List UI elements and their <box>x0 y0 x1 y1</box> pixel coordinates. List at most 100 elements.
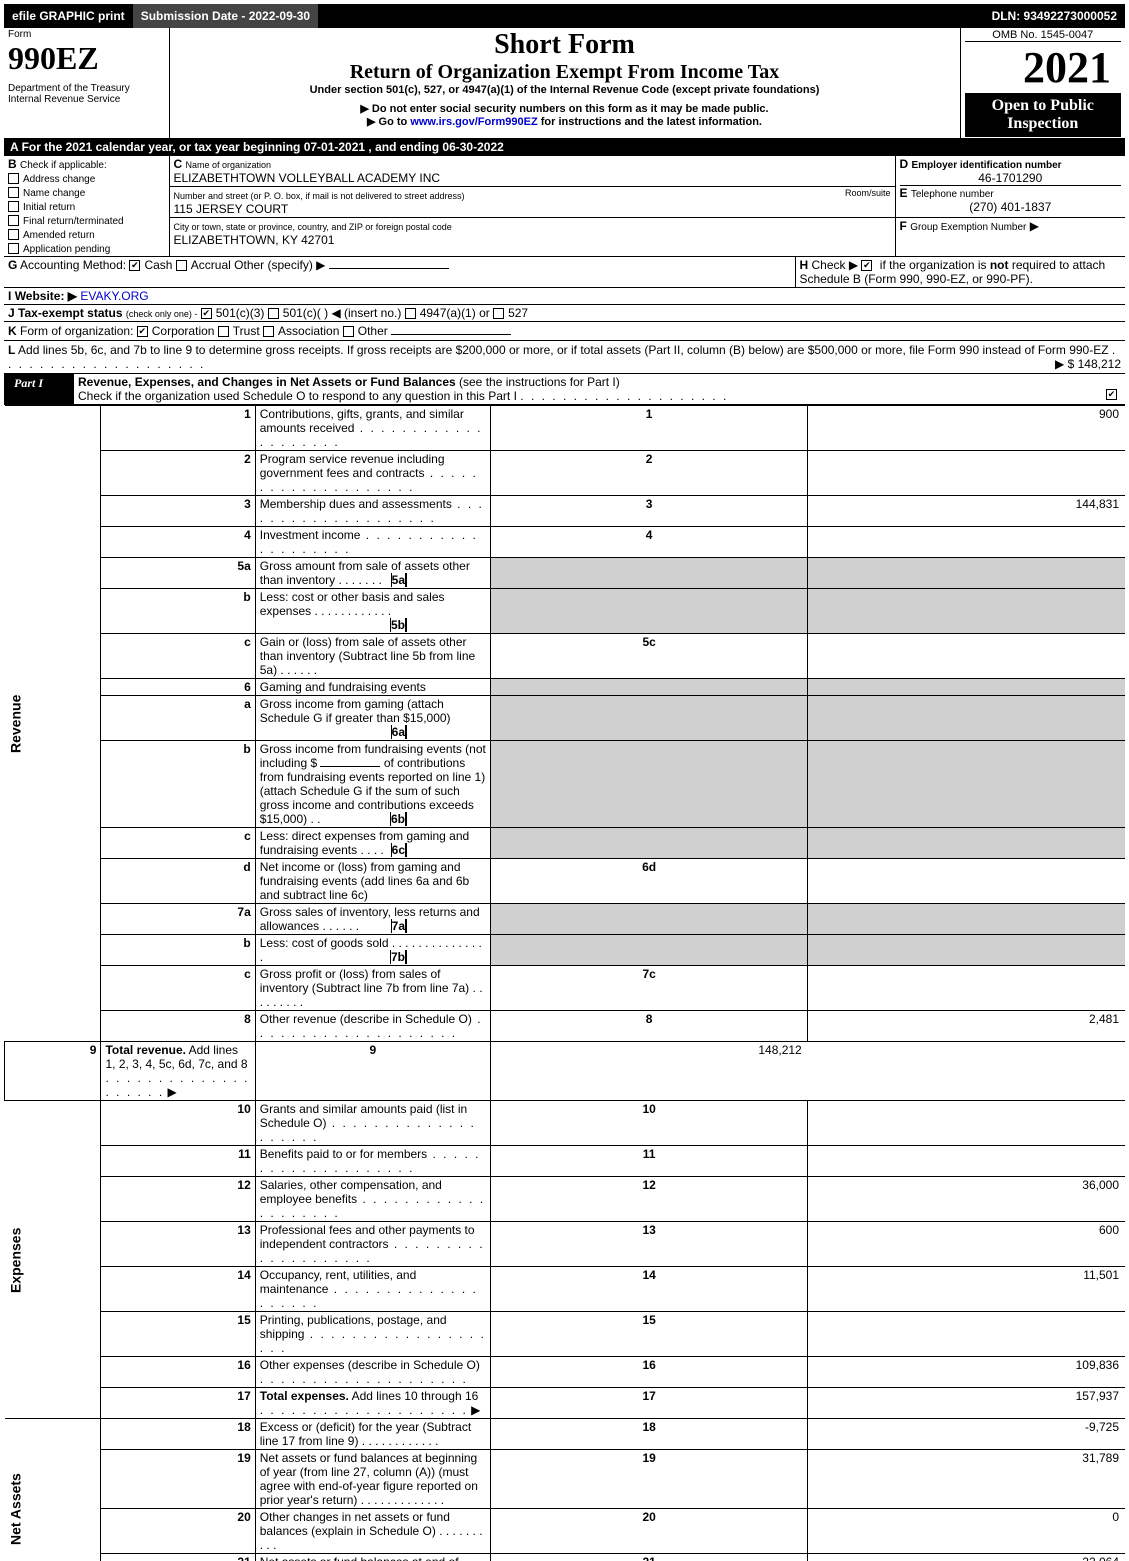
side-expenses: Expenses <box>5 1101 101 1419</box>
h-text2: if the organization is <box>880 258 990 272</box>
line-12-value: 36,000 <box>808 1177 1125 1222</box>
section-j-label: J <box>8 306 15 320</box>
line-6d-text: Net income or (loss) from gaming and fun… <box>255 859 490 904</box>
other-specify-line[interactable] <box>329 268 449 269</box>
open-public: Open to Public Inspection <box>965 93 1122 137</box>
line-5b-text: Less: cost or other basis and sales expe… <box>260 590 445 618</box>
chk-initial-return[interactable] <box>8 201 19 212</box>
l-arrow: ▶ $ <box>1055 357 1074 371</box>
line-4-text: Investment income <box>260 528 361 542</box>
opt-amended-return: Amended return <box>23 230 95 241</box>
tax-exempt-heading: Tax-exempt status <box>18 306 122 320</box>
lines-table: Revenue 1 Contributions, gifts, grants, … <box>4 405 1125 1561</box>
line-10-value <box>808 1101 1125 1146</box>
section-b-label: B <box>8 157 17 171</box>
chk-other-org[interactable] <box>343 326 354 337</box>
line-5c-text: Gain or (loss) from sale of assets other… <box>260 635 475 677</box>
opt-association: Association <box>278 324 339 338</box>
dln-label: DLN: 93492273000052 <box>984 4 1125 28</box>
line-21-text: Net assets or fund balances at end of ye… <box>260 1555 459 1561</box>
chk-schedule-b[interactable] <box>861 260 872 271</box>
line-3-value: 144,831 <box>808 496 1125 527</box>
ein-heading: Employer identification number <box>912 160 1062 171</box>
line-11-text: Benefits paid to or for members <box>260 1147 427 1161</box>
check-only-one: (check only one) - <box>126 309 198 319</box>
line-17-text: Total expenses. <box>260 1389 349 1403</box>
line-14-value: 11,501 <box>808 1267 1125 1312</box>
part1-checkline: Check if the organization used Schedule … <box>78 389 517 403</box>
chk-final-return[interactable] <box>8 215 19 226</box>
line-6b-blank[interactable] <box>320 766 380 767</box>
chk-accrual[interactable] <box>176 260 187 271</box>
top-bar: efile GRAPHIC print Submission Date - 20… <box>4 4 1125 28</box>
section-b-heading: Check if applicable: <box>20 160 107 171</box>
tax-year: 2021 <box>965 42 1122 93</box>
opt-cash: Cash <box>144 258 172 272</box>
chk-amended-return[interactable] <box>8 229 19 240</box>
chk-application-pending[interactable] <box>8 243 19 254</box>
accounting-heading: Accounting Method: <box>20 258 126 272</box>
section-l-label: L <box>8 343 15 357</box>
chk-trust[interactable] <box>218 326 229 337</box>
opt-accrual: Accrual <box>191 258 231 272</box>
form-header: Form 990EZ Department of the Treasury In… <box>4 28 1125 138</box>
goto-line: ▶ Go to www.irs.gov/Form990EZ for instru… <box>174 115 956 128</box>
other-org-line[interactable] <box>391 334 511 335</box>
line-9-text: Total revenue. <box>105 1043 185 1057</box>
line-3-text: Membership dues and assessments <box>260 497 452 511</box>
line-16-text: Other expenses (describe in Schedule O) <box>260 1358 480 1372</box>
line-18-text: Excess or (deficit) for the year (Subtra… <box>260 1420 471 1448</box>
line-21-value: 22,064 <box>808 1554 1125 1561</box>
ssn-warning: ▶ Do not enter social security numbers o… <box>174 102 956 115</box>
line-19-value: 31,789 <box>808 1450 1125 1509</box>
website-heading: Website: ▶ <box>15 289 77 303</box>
opt-final-return: Final return/terminated <box>23 216 124 227</box>
ein-value: 46-1701290 <box>900 171 1122 185</box>
opt-application-pending: Application pending <box>23 244 110 255</box>
line-9-value: 148,212 <box>491 1042 808 1101</box>
section-f-label: F <box>900 219 907 233</box>
chk-501c[interactable] <box>268 308 279 319</box>
line-16-value: 109,836 <box>808 1357 1125 1388</box>
goto-pre: ▶ Go to <box>367 116 410 128</box>
short-form-title: Short Form <box>174 29 956 61</box>
opt-4947: 4947(a)(1) or <box>420 306 490 320</box>
website-link[interactable]: EVAKY.ORG <box>80 289 148 303</box>
irs-link[interactable]: www.irs.gov/Form990EZ <box>410 116 537 128</box>
chk-501c3[interactable] <box>201 308 212 319</box>
section-k-row: K Form of organization: Corporation Trus… <box>4 322 1125 341</box>
chk-address-change[interactable] <box>8 173 19 184</box>
dept-label: Department of the Treasury <box>8 83 165 94</box>
opt-other-org: Other <box>358 324 388 338</box>
opt-501c3: 501(c)(3) <box>216 306 265 320</box>
section-c-label: C <box>174 157 183 171</box>
section-k-label: K <box>8 324 17 338</box>
goto-post: for instructions and the latest informat… <box>538 116 762 128</box>
org-info-block: B Check if applicable: Address change Na… <box>4 156 1125 257</box>
form-org-heading: Form of organization: <box>20 324 133 338</box>
street-address: 115 JERSEY COURT <box>174 202 289 216</box>
chk-schedule-o[interactable] <box>1106 389 1117 400</box>
chk-527[interactable] <box>493 308 504 319</box>
line-4-value <box>808 527 1125 558</box>
line-20-value: 0 <box>808 1509 1125 1554</box>
chk-corporation[interactable] <box>137 326 148 337</box>
side-netassets: Net Assets <box>5 1419 101 1561</box>
opt-trust: Trust <box>233 324 260 338</box>
phone-value: (270) 401-1837 <box>900 200 1122 214</box>
gh-block: G Accounting Method: Cash Accrual Other … <box>4 257 1125 322</box>
form-number: 990EZ <box>8 40 165 77</box>
opt-other-specify: Other (specify) ▶ <box>234 258 325 272</box>
line-2-text: Program service revenue including govern… <box>260 452 445 480</box>
phone-heading: Telephone number <box>911 189 994 200</box>
chk-name-change[interactable] <box>8 187 19 198</box>
opt-address-change: Address change <box>23 174 95 185</box>
efile-label[interactable]: efile GRAPHIC print <box>4 4 133 28</box>
org-name: ELIZABETHTOWN VOLLEYBALL ACADEMY INC <box>174 171 441 185</box>
chk-cash[interactable] <box>129 260 140 271</box>
chk-4947[interactable] <box>405 308 416 319</box>
part1-dots <box>520 389 728 403</box>
l17-dots <box>260 1403 468 1417</box>
line-7c-text: Gross profit or (loss) from sales of inv… <box>260 967 469 995</box>
chk-association[interactable] <box>263 326 274 337</box>
